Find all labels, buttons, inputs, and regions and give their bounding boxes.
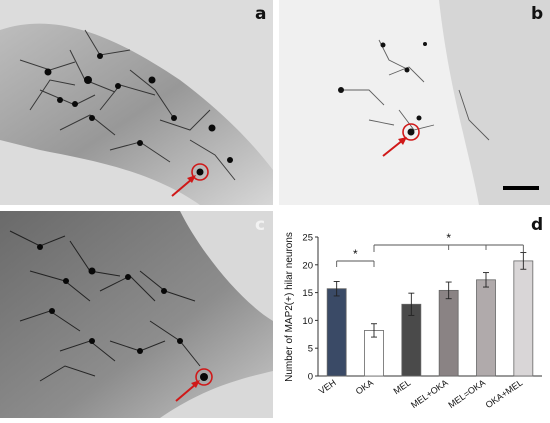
panel-label-a: a (255, 4, 267, 24)
x-tick-label: VEH (317, 377, 338, 396)
y-tick-label: 10 (302, 316, 313, 327)
panel-label-d: d (531, 215, 544, 235)
bar-mel-oka (476, 279, 496, 377)
pointer-arrow (171, 178, 193, 197)
y-tick-label: 25 (302, 233, 313, 244)
micrograph-a-image (0, 0, 273, 205)
y-tick-label: 15 (302, 288, 313, 299)
highlight-circle (402, 123, 420, 141)
bar-oka-mel (513, 260, 534, 377)
x-tick-label: MEL+OKA (409, 377, 450, 410)
panel-label-c: c (255, 215, 266, 235)
bar-veh (326, 288, 347, 377)
x-tick-label: MEL (392, 377, 413, 396)
pointer-arrow (382, 139, 404, 157)
highlight-circle (191, 163, 209, 181)
y-tick-label: 20 (302, 260, 313, 271)
micrograph-panel-c: c (0, 211, 273, 418)
x-tick-label: OKA (354, 377, 375, 396)
x-tick-label: OKA+MEL (484, 377, 525, 410)
bar-mel-oka (438, 289, 459, 377)
x-tick-label: MEL=OKA (446, 377, 487, 410)
y-tick-label: 5 (308, 344, 313, 355)
bar-chart: 0 5 10 15 20 25 VEH OKA MELMEL+OKAMEL=OKAOKA+ME… (284, 231, 542, 410)
y-tick-label: 0 (308, 372, 313, 383)
significance-star: * (353, 247, 358, 261)
micrograph-b-image (279, 0, 550, 205)
panel-label-b: b (531, 4, 544, 24)
significance-star: * (446, 231, 451, 245)
pointer-arrow (175, 383, 197, 402)
scale-bar (503, 186, 539, 190)
bar-chart-panel-d: 0 5 10 15 20 25 VEH OKA MEL MEL+OKA MEL=OKA OKA+ME… (277, 211, 550, 418)
highlight-circle (195, 368, 213, 386)
micrograph-panel-b: b (279, 0, 550, 205)
y-axis-label: Number of MAP2(+) hilar neurons (284, 232, 295, 382)
micrograph-c-image (0, 211, 273, 418)
micrograph-panel-a: a (0, 0, 273, 205)
